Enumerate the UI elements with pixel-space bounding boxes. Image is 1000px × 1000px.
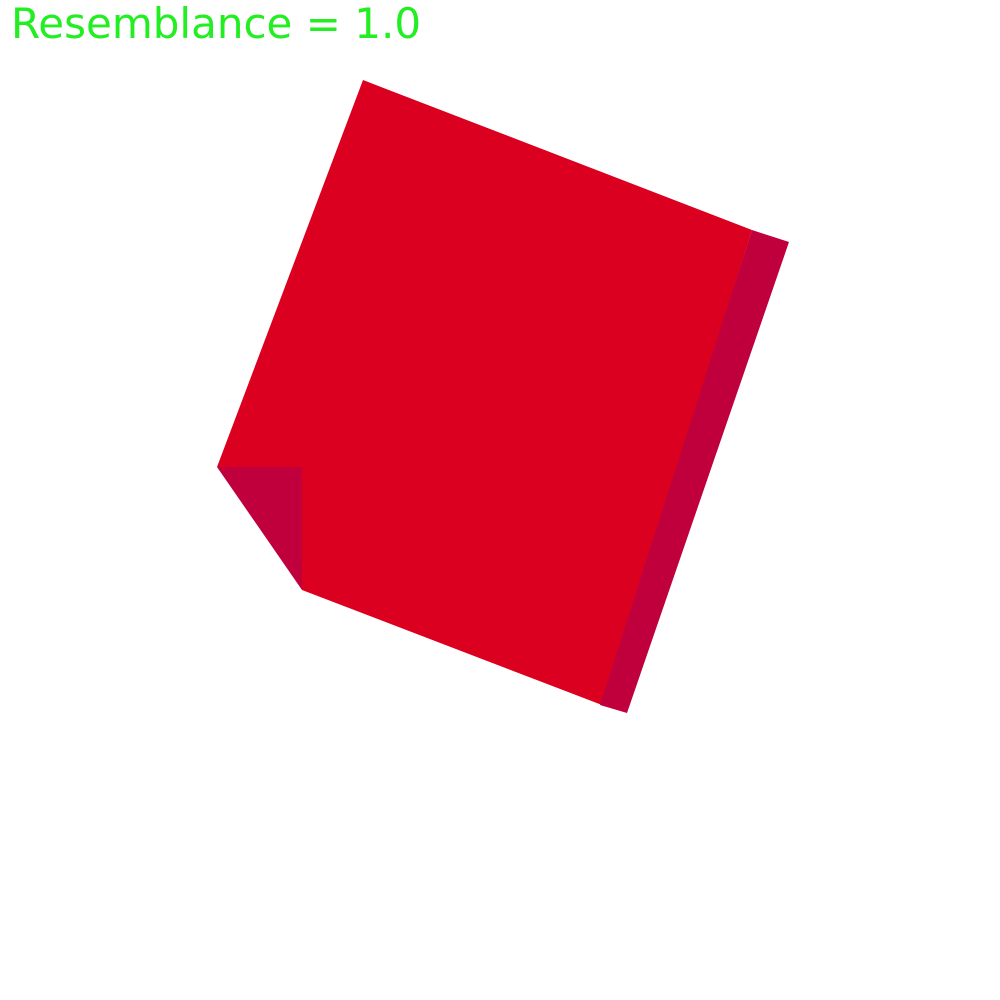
red-square-shape[interactable] bbox=[217, 80, 789, 713]
right-edge-shade bbox=[600, 230, 789, 713]
folded-corner bbox=[217, 467, 302, 590]
square-face bbox=[217, 80, 752, 705]
resemblance-readout: Resemblance = 1.0 bbox=[11, 0, 422, 48]
